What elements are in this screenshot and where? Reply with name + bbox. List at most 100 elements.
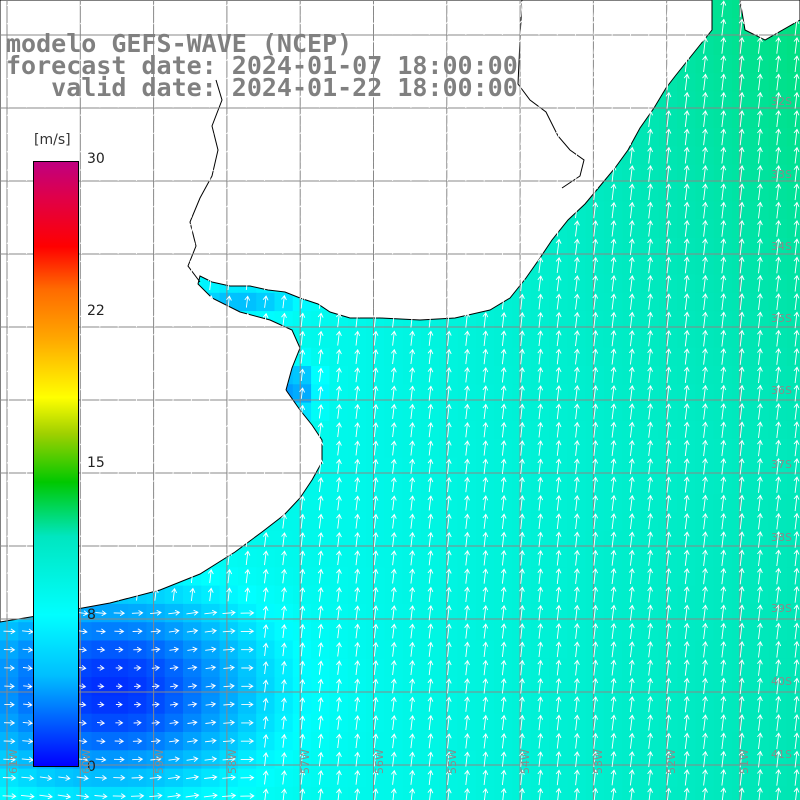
wind-arrow — [793, 494, 800, 512]
wind-arrow — [317, 92, 324, 108]
wind-arrow — [372, 1, 379, 17]
wind-arrow — [793, 73, 800, 91]
wind-arrow — [372, 513, 379, 529]
wind-arrow — [464, 312, 470, 328]
wind-arrow — [464, 74, 470, 90]
wind-arrow — [757, 183, 763, 201]
wind-arrow — [223, 719, 236, 726]
wind-arrow — [683, 36, 690, 54]
wind-arrow — [390, 458, 397, 474]
wind-arrow — [171, 56, 178, 72]
wind-arrow — [537, 732, 544, 749]
wind-arrow — [427, 403, 434, 419]
wind-arrow — [409, 641, 416, 657]
wind-arrow — [537, 330, 544, 347]
wind-arrow — [354, 769, 361, 785]
wind-arrow — [3, 646, 16, 653]
wind-arrow — [665, 348, 672, 365]
wind-arrow — [226, 295, 232, 308]
wind-arrow — [537, 787, 544, 800]
wind-arrow — [445, 348, 452, 365]
wind-arrow — [665, 110, 672, 127]
wind-arrow — [537, 202, 544, 219]
wind-arrow — [336, 422, 342, 438]
wind-arrow — [775, 18, 782, 36]
wind-arrow — [519, 476, 525, 493]
wind-arrow — [336, 568, 342, 584]
wind-arrow — [537, 73, 544, 91]
wind-arrow — [537, 623, 544, 639]
wind-arrow — [116, 513, 123, 529]
wind-arrow — [793, 732, 800, 750]
wind-arrow — [665, 238, 672, 256]
wind-arrow — [500, 330, 507, 346]
wind-arrow — [757, 91, 763, 109]
wind-arrow — [187, 646, 198, 653]
wind-arrow — [738, 91, 745, 109]
wind-arrow — [189, 312, 196, 328]
wind-arrow — [262, 770, 269, 785]
wind-arrow — [793, 274, 800, 292]
wind-arrow — [482, 366, 489, 383]
wind-arrow — [79, 701, 87, 708]
wind-arrow — [628, 604, 635, 621]
wind-arrow — [775, 531, 782, 548]
wind-arrow — [409, 220, 416, 236]
wind-arrow — [702, 421, 708, 438]
wind-arrow — [207, 295, 214, 308]
wind-arrow — [519, 37, 525, 54]
wind-arrow — [592, 659, 599, 676]
wind-arrow — [738, 476, 745, 493]
wind-arrow — [390, 184, 397, 200]
wind-arrow — [98, 312, 104, 328]
wind-arrow — [445, 605, 452, 621]
wind-speed-cell — [128, 786, 147, 800]
wind-arrow — [189, 403, 196, 419]
wind-arrow — [628, 311, 635, 329]
wind-arrow — [244, 1, 251, 17]
lon-label: 55W — [446, 749, 459, 774]
wind-arrow — [299, 257, 306, 273]
wind-arrow — [409, 19, 416, 35]
wind-arrow — [555, 330, 562, 347]
wind-arrow — [171, 403, 178, 419]
wind-arrow — [409, 184, 416, 200]
wind-arrow — [372, 37, 379, 53]
wind-arrow — [390, 586, 397, 602]
wind-arrow — [537, 55, 544, 72]
wind-arrow — [134, 588, 141, 601]
wind-arrow — [6, 513, 13, 529]
wind-arrow — [390, 550, 397, 566]
wind-arrow — [702, 384, 708, 402]
wind-arrow — [592, 238, 599, 255]
wind-arrow — [555, 0, 562, 18]
wind-arrow — [153, 56, 159, 72]
wind-arrow — [372, 678, 379, 694]
wind-arrow — [244, 220, 251, 236]
wind-arrow — [372, 531, 379, 547]
wind-arrow — [519, 147, 525, 164]
wind-arrow — [500, 769, 507, 786]
wind-arrow — [299, 642, 306, 657]
wind-arrow — [189, 367, 196, 383]
wind-arrow — [79, 550, 86, 565]
wind-arrow — [207, 37, 214, 53]
wind-arrow — [500, 92, 507, 109]
wind-arrow — [427, 385, 434, 401]
wind-arrow — [372, 92, 379, 108]
wind-arrow — [390, 129, 397, 145]
wind-arrow — [281, 477, 287, 493]
wind-arrow — [720, 476, 727, 493]
wind-arrow — [79, 348, 86, 364]
wind-arrow — [98, 111, 104, 127]
wind-arrow — [189, 184, 196, 200]
wind-arrow — [153, 532, 159, 547]
wind-arrow — [113, 756, 125, 763]
wind-arrow — [574, 330, 580, 347]
wind-arrow — [354, 458, 361, 474]
wind-arrow — [43, 147, 50, 163]
wind-arrow — [76, 775, 89, 781]
wind-arrow — [24, 348, 31, 364]
wind-arrow — [793, 622, 800, 640]
wind-arrow — [189, 220, 196, 236]
